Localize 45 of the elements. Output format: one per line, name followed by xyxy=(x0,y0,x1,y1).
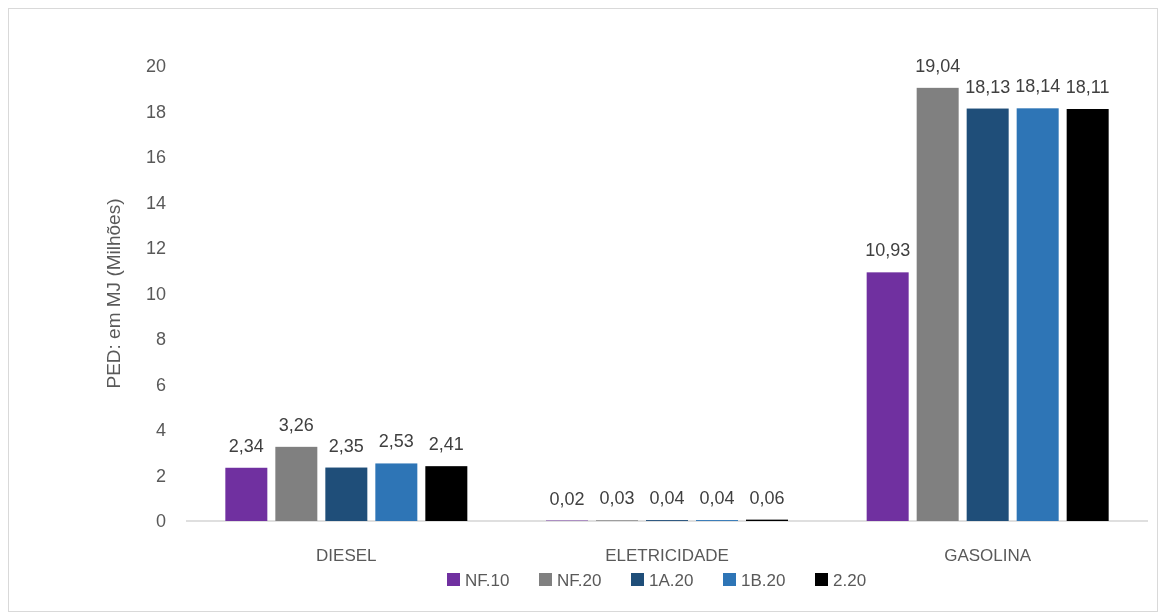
bar xyxy=(325,467,368,521)
y-tick-label: 10 xyxy=(145,283,166,304)
y-tick-label: 16 xyxy=(145,147,166,168)
data-label: 18,13 xyxy=(965,76,1011,97)
y-tick-label: 20 xyxy=(145,56,166,77)
legend-label: 1A.20 xyxy=(649,570,694,590)
data-label: 0,02 xyxy=(549,488,585,509)
data-label: 0,04 xyxy=(649,488,685,509)
y-tick-label: 12 xyxy=(145,238,166,259)
data-label: 0,04 xyxy=(699,488,735,509)
bar xyxy=(1016,108,1059,521)
bar xyxy=(966,108,1009,521)
bar xyxy=(1066,109,1109,521)
bar xyxy=(916,87,959,521)
y-tick-label: 6 xyxy=(155,374,166,395)
x-tick-label: GASOLINA xyxy=(944,546,1032,565)
data-label: 0,03 xyxy=(599,488,635,509)
y-tick-label: 4 xyxy=(155,420,166,441)
data-label: 2,34 xyxy=(228,435,264,456)
y-axis-title: PED: em MJ (Milhões) xyxy=(103,198,124,389)
bar xyxy=(225,467,268,521)
bar xyxy=(375,463,418,521)
y-tick-label: 2 xyxy=(155,465,166,486)
legend-label: 1B.20 xyxy=(741,570,786,590)
legend-label: 2.20 xyxy=(833,570,867,590)
data-label: 2,41 xyxy=(428,434,464,455)
bar xyxy=(275,446,318,521)
y-tick-label: 0 xyxy=(155,511,166,532)
bar xyxy=(866,272,909,521)
legend-label: NF.20 xyxy=(557,570,602,590)
y-tick-label: 14 xyxy=(145,192,166,213)
data-label: 18,14 xyxy=(1015,76,1061,97)
x-tick-label: DIESEL xyxy=(316,546,377,565)
x-tick-label: ELETRICIDADE xyxy=(605,546,729,565)
data-label: 2,53 xyxy=(378,431,414,452)
bar xyxy=(425,466,468,521)
legend-label: NF.10 xyxy=(465,570,510,590)
data-label: 2,35 xyxy=(328,435,364,456)
data-label: 19,04 xyxy=(915,55,961,76)
data-label: 0,06 xyxy=(749,487,785,508)
y-tick-label: 8 xyxy=(155,329,166,350)
y-tick-label: 18 xyxy=(145,101,166,122)
data-label: 3,26 xyxy=(278,414,314,435)
data-label: 10,93 xyxy=(865,240,911,261)
data-label: 18,11 xyxy=(1065,77,1110,97)
